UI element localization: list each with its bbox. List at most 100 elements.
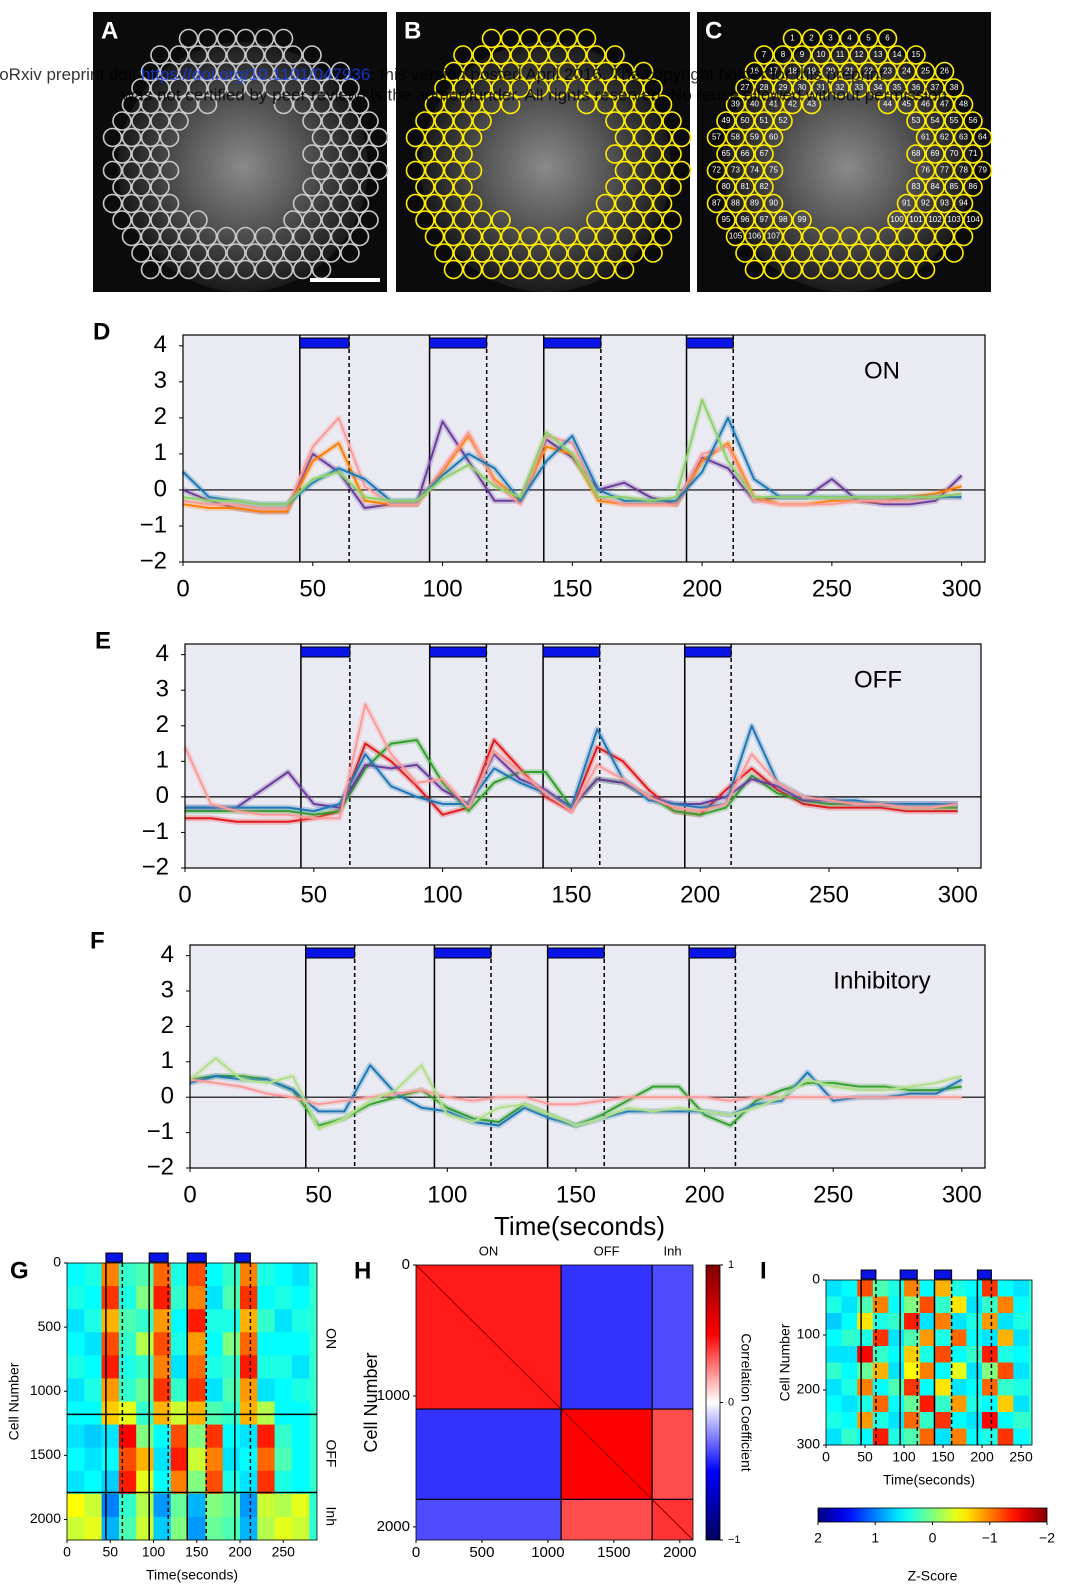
heat-cell bbox=[841, 1395, 858, 1413]
cell-label: 10 bbox=[817, 50, 826, 59]
cell-outline bbox=[906, 144, 926, 164]
cell-label: 36 bbox=[912, 83, 921, 92]
cell-outline bbox=[944, 144, 964, 164]
heat-cell bbox=[291, 1378, 310, 1402]
cell-outline bbox=[643, 177, 663, 197]
cell-label: 103 bbox=[947, 215, 961, 224]
cell-outline bbox=[595, 259, 616, 280]
heat-cell bbox=[950, 1428, 967, 1446]
cell-outline bbox=[415, 144, 435, 164]
cell-outline bbox=[633, 160, 654, 181]
heat-cell bbox=[240, 1447, 258, 1472]
cell-outline bbox=[773, 78, 793, 98]
heat-cell bbox=[136, 1263, 154, 1287]
cell-label: 19 bbox=[807, 67, 816, 76]
cell-outline bbox=[273, 94, 294, 115]
heat-cell bbox=[997, 1313, 1014, 1330]
cell-outline bbox=[643, 78, 663, 98]
x-tick-label: 0 bbox=[183, 1181, 196, 1208]
cell-outline bbox=[624, 111, 644, 131]
cell-label: 91 bbox=[902, 199, 911, 208]
heat-cell bbox=[841, 1362, 858, 1380]
heat-cell bbox=[205, 1401, 224, 1425]
cell-outline bbox=[188, 210, 208, 230]
heat-cell bbox=[101, 1378, 120, 1402]
cell-label: 51 bbox=[760, 116, 769, 125]
cell-outline bbox=[915, 94, 936, 115]
cell-outline bbox=[953, 160, 974, 181]
cell-outline bbox=[744, 61, 765, 82]
cell-outline bbox=[652, 160, 673, 181]
cell-outline bbox=[188, 243, 208, 263]
heat-cell bbox=[841, 1346, 858, 1363]
cell-outline bbox=[462, 61, 483, 82]
cell-label: 70 bbox=[950, 149, 959, 158]
cell-outline bbox=[801, 28, 822, 49]
heat-cell bbox=[826, 1395, 843, 1413]
cell-outline bbox=[605, 78, 625, 98]
cell-outline bbox=[576, 94, 597, 115]
heat-cell bbox=[67, 1286, 85, 1310]
group-label: Inh bbox=[323, 1507, 339, 1526]
panel-label: C bbox=[705, 17, 722, 44]
plot-frame bbox=[182, 334, 986, 563]
cell-outline bbox=[349, 94, 370, 115]
heat-cell bbox=[67, 1378, 85, 1402]
cell-label: 76 bbox=[921, 166, 930, 175]
cell-outline bbox=[605, 111, 625, 131]
heat-cell bbox=[101, 1447, 120, 1472]
cell-label: 43 bbox=[807, 100, 816, 109]
heat-cell bbox=[84, 1355, 103, 1379]
heat-cell bbox=[188, 1470, 206, 1495]
cell-label: 4 bbox=[847, 34, 852, 43]
heat-cell bbox=[857, 1346, 874, 1363]
cell-outline bbox=[207, 78, 227, 98]
cell-outline bbox=[462, 160, 483, 181]
heat-cell bbox=[274, 1424, 293, 1449]
colorbar-label: Correlation Coefficient bbox=[738, 1333, 754, 1471]
cell-outline bbox=[443, 226, 464, 247]
correlation-block bbox=[561, 1499, 653, 1540]
heat-cell bbox=[170, 1263, 189, 1287]
x-tick-label: 100 bbox=[142, 1544, 166, 1560]
cell-outline bbox=[424, 127, 445, 148]
cell-outline bbox=[453, 243, 473, 263]
heat-cell bbox=[188, 1424, 206, 1449]
cell-outline bbox=[178, 28, 199, 49]
cell-outline bbox=[934, 160, 955, 181]
cell-label: 66 bbox=[741, 149, 750, 158]
x-tick-label: 200 bbox=[682, 575, 722, 602]
cell-outline bbox=[633, 127, 654, 148]
cell-outline bbox=[754, 111, 774, 131]
heat-cell bbox=[274, 1447, 293, 1472]
cell-outline bbox=[264, 45, 284, 65]
cell-outline bbox=[706, 193, 727, 214]
x-tick-label: 250 bbox=[813, 1181, 853, 1208]
heat-cell bbox=[84, 1516, 103, 1541]
group-label: ON bbox=[323, 1328, 339, 1349]
cell-outline bbox=[264, 243, 284, 263]
stimulus-bar bbox=[433, 947, 492, 959]
cell-outline bbox=[906, 177, 926, 197]
cell-outline bbox=[292, 61, 313, 82]
heat-cell bbox=[222, 1493, 241, 1518]
cell-outline bbox=[792, 45, 812, 65]
heat-cell bbox=[170, 1424, 189, 1449]
stimulus-bar bbox=[542, 646, 601, 658]
cell-outline bbox=[443, 127, 464, 148]
cell-outline bbox=[340, 144, 360, 164]
heat-cell bbox=[153, 1263, 172, 1287]
heat-cell bbox=[872, 1412, 889, 1429]
heat-cell bbox=[170, 1355, 189, 1379]
cell-label: 60 bbox=[769, 133, 778, 142]
colorbar-tick-label: −1 bbox=[728, 1534, 741, 1546]
cell-label: 38 bbox=[950, 83, 959, 92]
cell-outline bbox=[311, 193, 332, 214]
y-tick-label: 200 bbox=[797, 1381, 821, 1397]
cell-outline bbox=[595, 61, 616, 82]
x-tick-label: 150 bbox=[556, 1181, 596, 1208]
cell-outline bbox=[773, 111, 793, 131]
cell-label: 74 bbox=[750, 166, 759, 175]
cell-outline bbox=[792, 243, 812, 263]
cell-outline bbox=[906, 111, 926, 131]
